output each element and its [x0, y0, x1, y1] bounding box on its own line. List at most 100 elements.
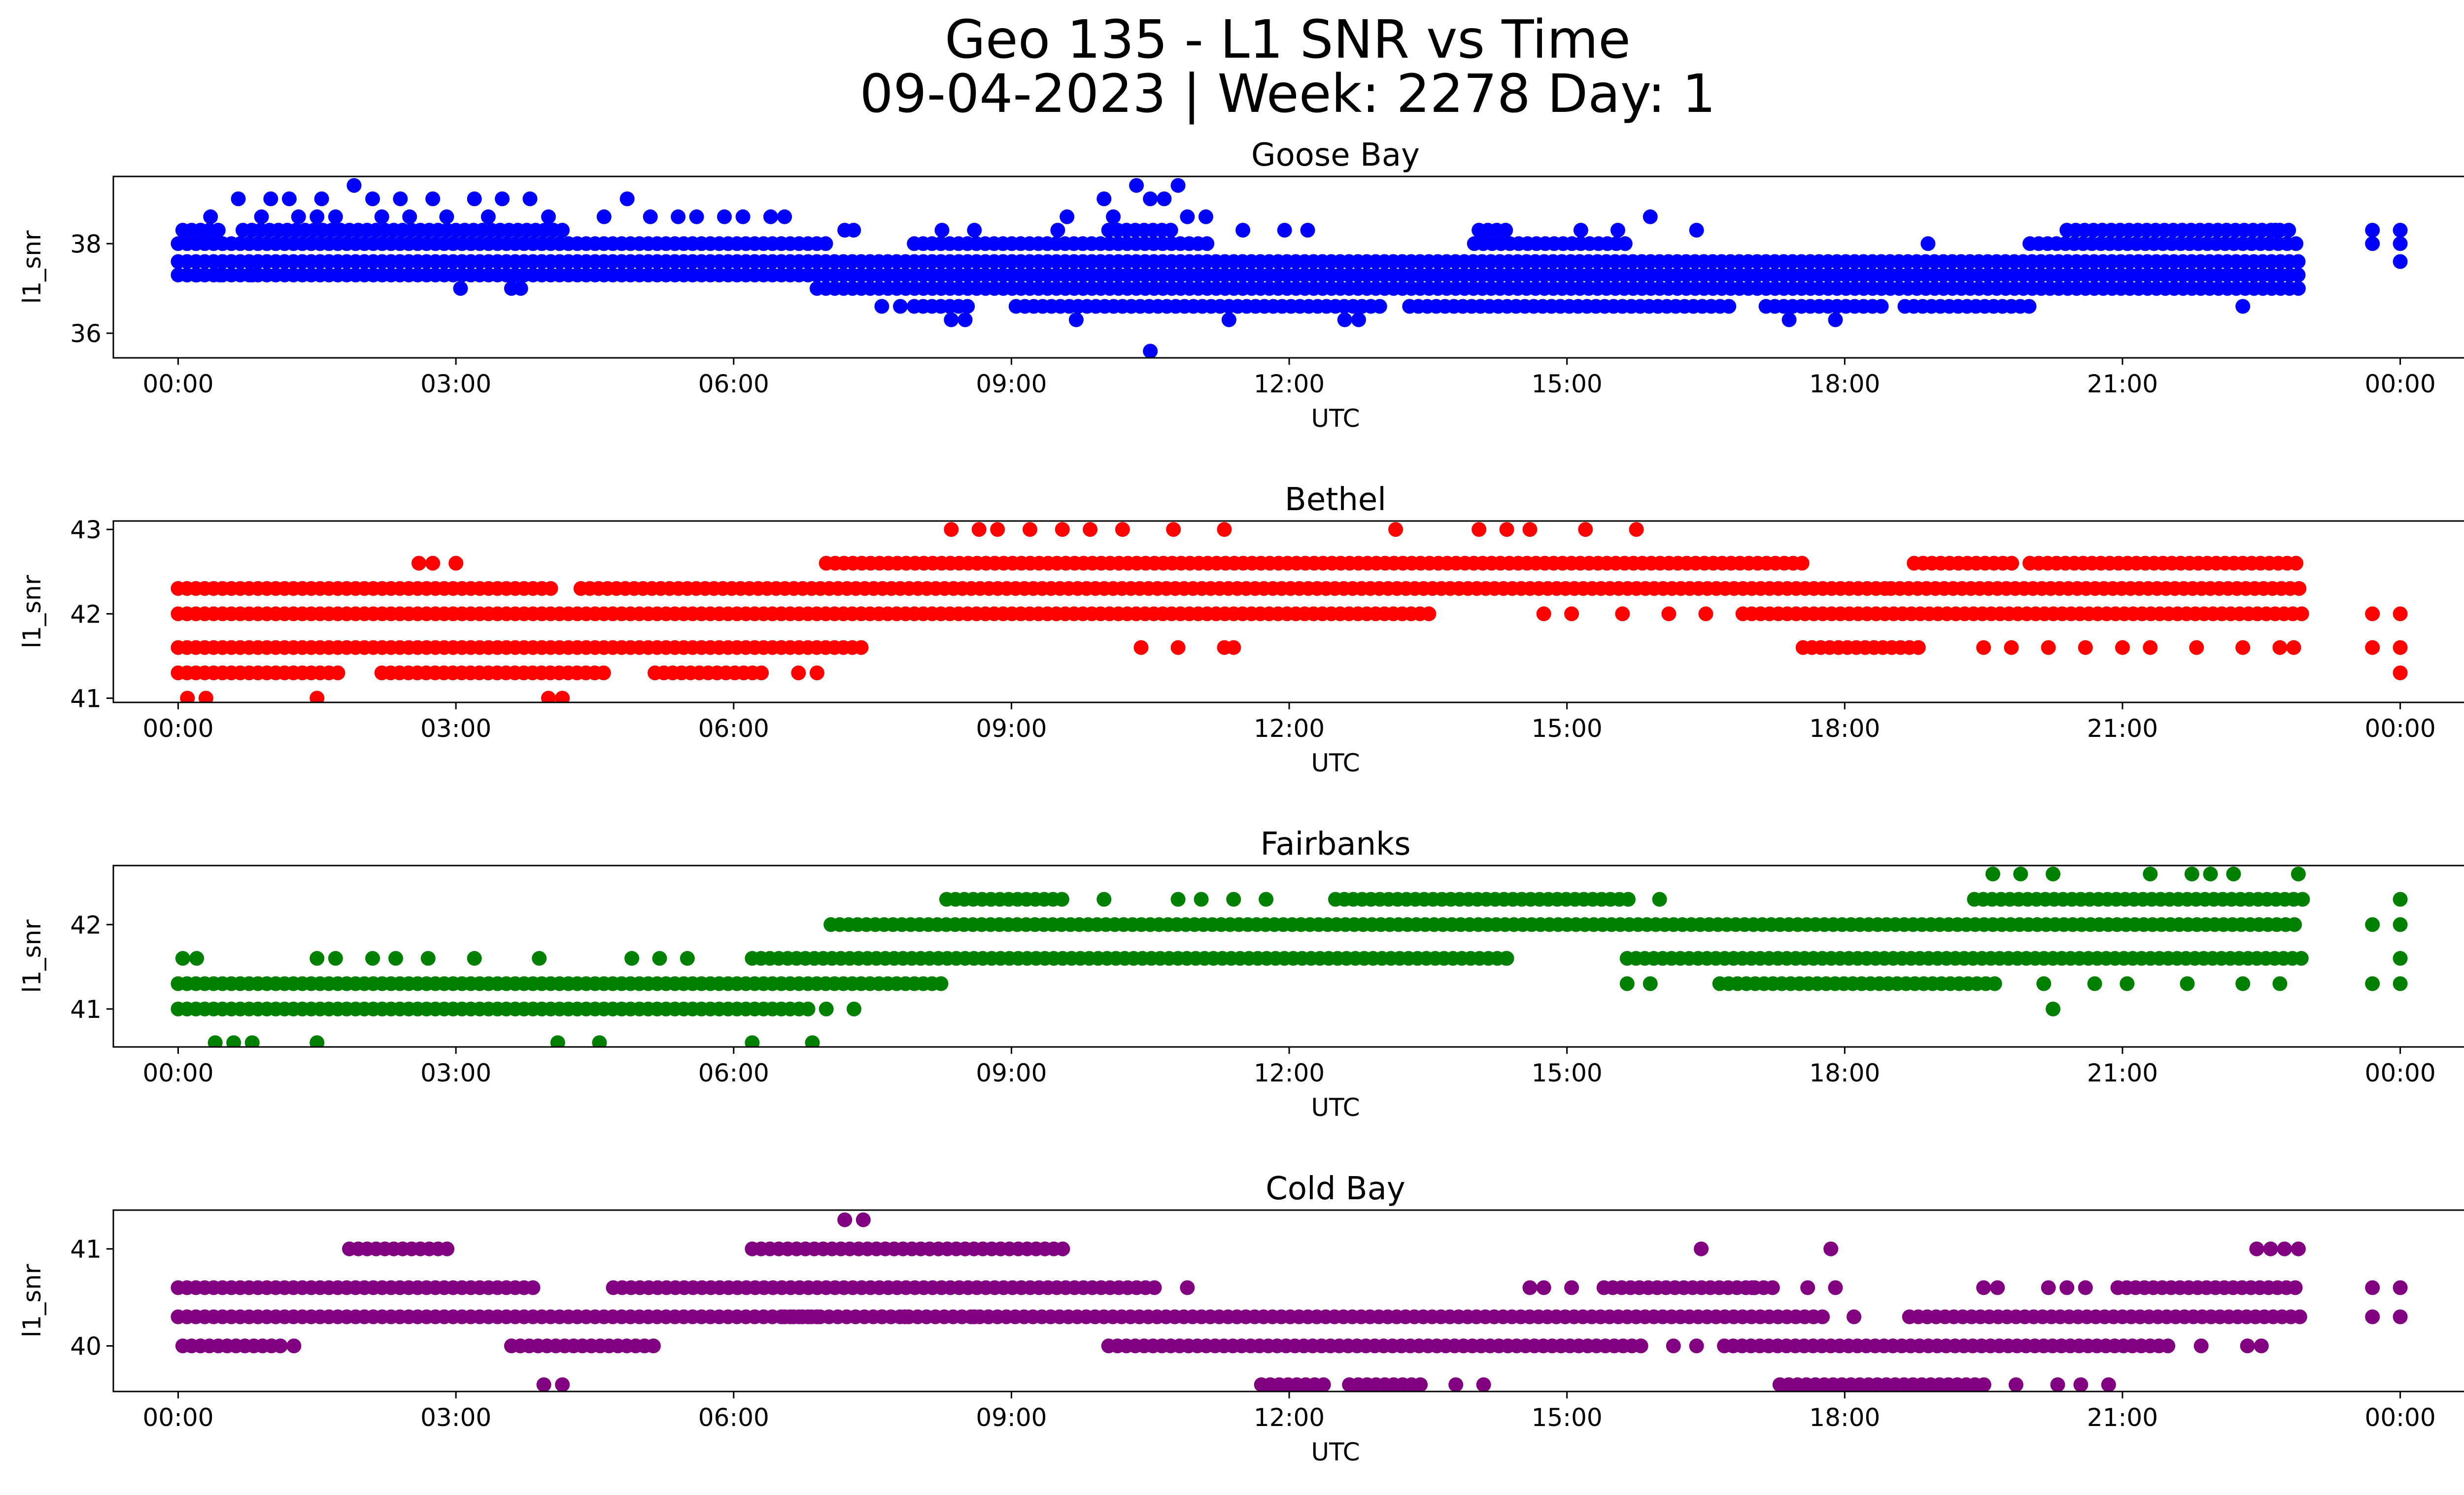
y-axis-label: l1_snr — [18, 1264, 46, 1337]
data-point — [1448, 1377, 1464, 1391]
data-point — [1721, 299, 1737, 314]
data-point — [2291, 281, 2306, 296]
data-point — [2365, 640, 2380, 655]
data-point — [1413, 1377, 1428, 1391]
data-point — [624, 951, 640, 966]
data-point — [754, 665, 769, 681]
data-point — [1115, 522, 1130, 537]
data-point — [365, 951, 380, 966]
data-point — [1337, 312, 1352, 327]
data-point — [291, 209, 306, 224]
data-point — [745, 1035, 760, 1047]
data-point — [1911, 640, 1926, 655]
data-point — [1765, 1280, 1780, 1295]
data-point — [846, 223, 861, 238]
data-point — [180, 691, 195, 702]
data-point — [1106, 209, 1121, 224]
data-point — [1621, 892, 1636, 907]
data-point — [203, 209, 218, 224]
series-markers — [171, 867, 2408, 1047]
data-point — [1536, 1280, 1551, 1295]
data-point — [2036, 976, 2052, 991]
data-point — [2365, 1309, 2380, 1324]
data-point — [2288, 1280, 2303, 1295]
data-point — [2287, 917, 2302, 932]
data-point — [854, 640, 869, 655]
data-point — [1055, 522, 1070, 537]
data-point — [893, 299, 908, 314]
subplot-title: Bethel — [1285, 482, 1386, 518]
data-point — [981, 1309, 996, 1324]
data-point — [425, 191, 441, 207]
x-tick-label: 09:00 — [976, 714, 1047, 743]
data-point — [365, 191, 380, 207]
data-point — [1661, 606, 1677, 622]
data-point — [1277, 223, 1292, 238]
data-point — [2189, 640, 2204, 655]
y-tick-label: 40 — [70, 1332, 102, 1361]
data-point — [1199, 236, 1215, 251]
y-tick-label: 36 — [70, 319, 102, 348]
subplot-3: Cold Bay 00:00 03:00 06:00 09:00 12:00 15:00 18… — [18, 1171, 2464, 1466]
data-point — [1874, 299, 1889, 314]
data-point — [1499, 951, 1514, 966]
series-markers — [171, 178, 2408, 358]
data-point — [592, 1035, 607, 1047]
data-point — [2272, 640, 2288, 655]
data-point — [1573, 223, 1588, 238]
data-point — [1180, 209, 1195, 224]
x-tick-label: 06:00 — [698, 714, 769, 743]
data-point — [467, 191, 482, 207]
subplot-1: Bethel 00:00 03:00 06:00 09:00 12:00 15:00 18:0… — [18, 482, 2464, 777]
data-point — [467, 951, 482, 966]
data-point — [1472, 522, 1487, 537]
data-point — [2143, 867, 2158, 882]
data-point — [1235, 223, 1251, 238]
data-point — [374, 209, 389, 224]
data-point — [2393, 1309, 2408, 1324]
data-point — [314, 191, 329, 207]
data-point — [2272, 976, 2288, 991]
data-point — [2293, 951, 2309, 966]
axes-frame — [112, 175, 2464, 359]
data-point — [735, 209, 751, 224]
x-tick-label: 15:00 — [1532, 370, 1603, 398]
data-point — [1055, 1241, 1070, 1256]
data-point — [555, 223, 570, 238]
axes-frame — [112, 865, 2464, 1048]
data-point — [1564, 606, 1579, 622]
x-tick-label: 00:00 — [142, 370, 213, 398]
data-point — [1476, 1377, 1491, 1391]
data-point — [210, 223, 226, 238]
data-point — [543, 581, 558, 596]
data-point — [536, 1377, 551, 1391]
x-tick-label: 12:00 — [1254, 370, 1325, 398]
data-point — [2101, 1377, 2116, 1391]
data-point — [1828, 312, 1843, 327]
data-point — [254, 209, 269, 224]
x-tick-label: 06:00 — [698, 1059, 769, 1087]
data-point — [1050, 223, 1065, 238]
data-point — [2292, 1309, 2307, 1324]
series-markers — [171, 1212, 2408, 1391]
data-point — [1689, 223, 1704, 238]
data-point — [1166, 522, 1181, 537]
data-point — [1372, 299, 1387, 314]
data-point — [2289, 236, 2304, 251]
x-tick-label: 21:00 — [2087, 370, 2158, 398]
data-point — [282, 191, 297, 207]
y-tick-label: 41 — [70, 684, 102, 713]
data-point — [309, 1035, 325, 1047]
data-point — [2059, 1280, 2075, 1295]
data-point — [2393, 665, 2408, 681]
data-point — [874, 299, 890, 314]
data-point — [1170, 892, 1186, 907]
data-point — [189, 951, 205, 966]
data-point — [328, 209, 343, 224]
data-point — [2013, 867, 2028, 882]
data-point — [2393, 917, 2408, 932]
data-point — [934, 223, 950, 238]
data-point — [2235, 976, 2251, 991]
data-point — [596, 665, 611, 681]
